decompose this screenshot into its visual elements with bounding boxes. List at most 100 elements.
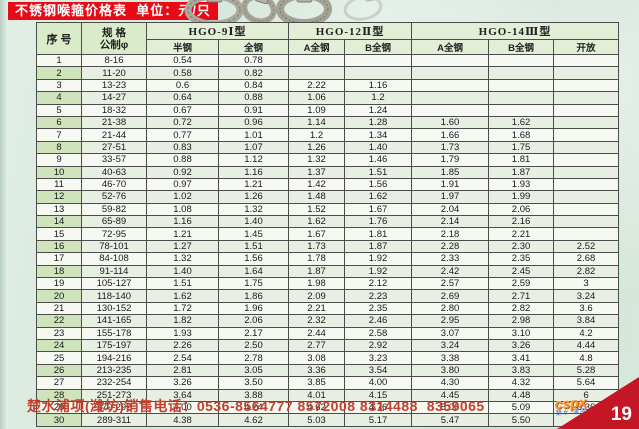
spec-cell: 213-235 [81,363,147,378]
price-table: 序 号 规 格 公制φ HGO-9Ⅰ型 HGO-12Ⅱ型 HGO-14Ⅲ型 半钢… [36,22,620,427]
price-cell: 3.80 [411,363,490,378]
table-row: 13 59-82 1.08 1.32 1.52 1.67 2.04 2.06 [36,202,620,217]
table-row: 27 232-254 3.26 3.50 3.85 4.00 4.30 4.32 5.64 [36,376,620,390]
price-cell: 4.38 [146,413,219,427]
price-cell: 4.30 [411,376,490,390]
table-row: 21 130-152 1.72 1.96 2.21 2.35 2.80 2.82 3.6 [36,301,620,316]
price-cell: 0.78 [217,53,290,68]
spec-cell: 8-16 [81,53,147,68]
price-cell [488,66,555,80]
price-cell: 1.82 [146,314,219,328]
price-cell: 1.56 [344,177,413,192]
price-cell: 4.62 [217,413,290,427]
spec-cell: 91-114 [81,264,147,279]
spec-cell: 65-89 [81,215,147,229]
price-cell: 1.51 [146,277,219,291]
table-row: 3 13-23 0.6 0.84 2.22 1.16 [36,78,620,93]
serial-cell: 26 [36,363,82,378]
price-cell: 1.08 [146,202,219,217]
serial-cell: 25 [36,351,82,365]
price-cell: 3.24 [411,338,490,353]
price-cell: 1.87 [288,264,346,279]
spec-cell: 118-140 [81,289,147,303]
price-cell: 4.15 [344,388,413,402]
price-cell: 2.35 [488,252,555,266]
price-cell: 1.62 [344,190,413,204]
hose-clamp-photo [241,0,277,25]
price-cell: 1.40 [146,264,219,279]
table-row: 6 21-38 0.72 0.96 1.14 1.28 1.60 1.62 [36,115,620,130]
price-cell: 1.60 [411,115,490,130]
price-cell [553,115,620,130]
price-cell: 2.46 [344,314,413,328]
price-cell: 1.67 [344,202,413,217]
price-cell: 2.32 [288,314,346,328]
price-cell: 5.47 [411,413,490,427]
price-cell: 1.81 [488,153,555,167]
price-cell: 2.09 [288,289,346,303]
price-cell: 0.83 [146,140,219,155]
price-cell: 1.16 [146,215,219,229]
price-cell [553,227,620,241]
price-cell: 0.88 [217,91,290,105]
price-cell: 4.44 [553,338,620,353]
price-cell: 1.06 [288,91,346,105]
header-sub-b-steel-14: B全钢 [488,39,555,55]
price-cell: 3.6 [553,301,620,316]
hose-clamp-photo [343,0,383,21]
table-row: 20 118-140 1.62 1.86 2.09 2.23 2.69 2.71 3.24 [36,289,620,303]
price-cell [411,91,490,105]
spec-cell: 21-44 [81,128,147,142]
table-row: 23 155-178 1.93 2.17 2.44 2.58 3.07 3.10 4.2 [36,326,620,341]
header-group-hgo12: HGO-12Ⅱ型 [288,22,413,40]
price-cell: 2.35 [344,301,413,316]
price-cell: 1.16 [217,165,290,179]
table-row: 4 14-27 0.64 0.88 1.06 1.2 [36,91,620,105]
table-row: 17 84-108 1.32 1.56 1.78 1.92 2.33 2.35 2.68 [36,252,620,266]
spec-cell: 59-82 [81,202,147,217]
price-cell: 1.16 [344,78,413,93]
price-cell: 2.14 [411,215,490,229]
spec-cell: 289-311 [81,413,147,427]
spec-cell: 232-254 [81,376,147,390]
price-cell: 3.64 [146,388,219,402]
price-cell [553,153,620,167]
table-row: 25 194-216 2.54 2.78 3.08 3.23 3.38 3.41 4.8 [36,351,620,365]
price-cell: 1.27 [146,239,219,254]
price-cell: 2.18 [411,227,490,241]
serial-cell: 2 [36,66,82,80]
price-cell: 1.01 [217,128,290,142]
price-cell: 1.99 [488,190,555,204]
price-cell: 2.17 [217,326,290,341]
price-cell: 1.86 [217,289,290,303]
price-cell: 1.56 [217,252,290,266]
price-cell: 1.62 [288,215,346,229]
price-cell: 1.66 [411,128,490,142]
serial-cell: 6 [36,115,82,130]
price-cell: 3.07 [411,326,490,341]
price-cell: 0.97 [146,177,219,192]
table-row: 18 91-114 1.40 1.64 1.87 1.92 2.42 2.45 2.82 [36,264,620,279]
price-cell: 3.23 [344,351,413,365]
price-cell: 1.98 [288,277,346,291]
price-cell: 4.76 [344,400,413,415]
table-row: 8 27-51 0.83 1.07 1.26 1.40 1.73 1.75 [36,140,620,155]
price-cell: 3 [553,277,620,291]
serial-cell: 17 [36,252,82,266]
serial-cell: 3 [36,78,82,93]
serial-cell: 19 [36,277,82,291]
price-cell: 2.30 [488,239,555,254]
price-cell: 3.26 [146,376,219,390]
price-cell: 1.68 [488,128,555,142]
price-cell: 2.23 [344,289,413,303]
price-cell [553,103,620,117]
serial-cell: 11 [36,177,82,192]
price-cell: 1.87 [488,165,555,179]
price-cell: 1.79 [411,153,490,167]
spec-cell: 21-38 [81,115,147,130]
header-sub-full-steel: 全钢 [217,39,290,55]
price-table-body: 1 8-16 0.54 0.78 2 11-20 0.58 0.82 3 13-23 0.6 0.84… [36,53,620,427]
price-cell: 1.75 [488,140,555,155]
price-cell: 2.98 [488,314,555,328]
price-cell: 2.80 [411,301,490,316]
